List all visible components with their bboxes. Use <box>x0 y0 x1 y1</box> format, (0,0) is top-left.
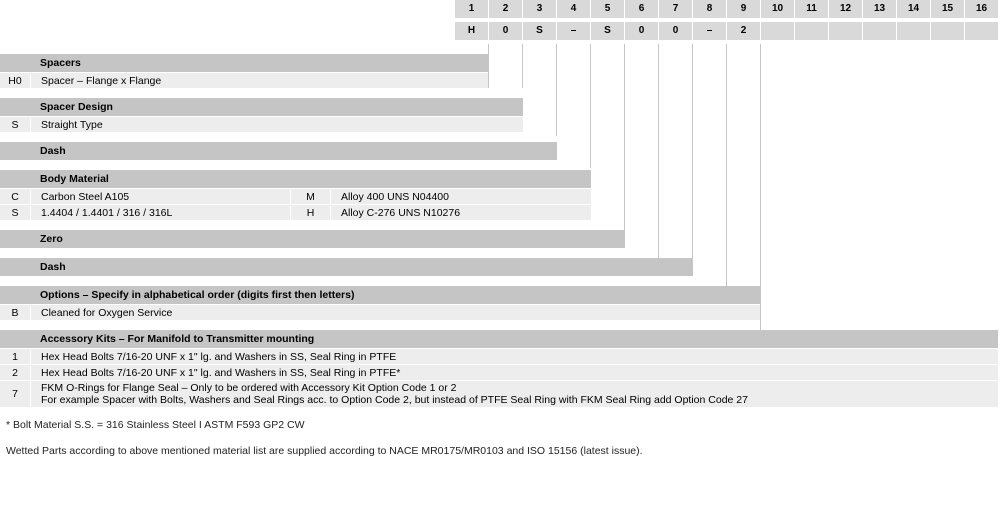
row-label: Hex Head Bolts 7/16-20 UNF x 1" lg. and … <box>30 366 998 380</box>
hdr-code-cell-4: – <box>557 22 591 40</box>
hdr-code-cell-9: 2 <box>727 22 761 40</box>
section-header: Accessory Kits – For Manifold to Transmi… <box>0 330 998 348</box>
hdr-num-cell-11: 11 <box>795 0 829 18</box>
table-row: 1Hex Head Bolts 7/16-20 UNF x 1" lg. and… <box>0 348 998 364</box>
hdr-code-cell-15 <box>931 22 965 40</box>
hdr-code-cell-6: 0 <box>625 22 659 40</box>
table-row: BCleaned for Oxygen Service <box>0 304 761 320</box>
row-label-2: Alloy C-276 UNS N10276 <box>330 206 591 220</box>
hdr-code-cell-2: 0 <box>489 22 523 40</box>
hdr-num-cell-13: 13 <box>863 0 897 18</box>
hdr-num-cell-7: 7 <box>659 0 693 18</box>
table-row: S1.4404 / 1.4401 / 316 / 316LHAlloy C-27… <box>0 204 591 220</box>
row-code: S <box>0 118 30 132</box>
sections-container: SpacersH0Spacer – Flange x FlangeSpacer … <box>0 54 1000 407</box>
section-header: Dash <box>0 142 557 160</box>
row-code-2: H <box>290 206 330 220</box>
row-code: 2 <box>0 366 30 380</box>
section-header: Options – Specify in alphabetical order … <box>0 286 761 304</box>
section-header: Zero <box>0 230 625 248</box>
hdr-code-cell-3: S <box>523 22 557 40</box>
hdr-code-cell-14 <box>897 22 931 40</box>
hdr-num-cell-2: 2 <box>489 0 523 18</box>
header-numbers-row: 12345678910111213141516 <box>0 0 1000 18</box>
table-row: 7FKM O-Rings for Flange Seal – Only to b… <box>0 380 998 407</box>
row-code: 7 <box>0 387 30 401</box>
row-label: Carbon Steel A105 <box>30 190 290 204</box>
footnotes: * Bolt Material S.S. = 316 Stainless Ste… <box>0 407 1000 457</box>
row-code: B <box>0 306 30 320</box>
hdr-code-cell-1: H <box>455 22 489 40</box>
hdr-num-cell-12: 12 <box>829 0 863 18</box>
section-header: Body Material <box>0 170 591 188</box>
hdr-code-cell-16 <box>965 22 999 40</box>
section-header: Spacers <box>0 54 489 72</box>
table-row: 2Hex Head Bolts 7/16-20 UNF x 1" lg. and… <box>0 364 998 380</box>
hdr-num-cell-6: 6 <box>625 0 659 18</box>
page-root: 12345678910111213141516 H0S–S00–2 Spacer… <box>0 0 1000 457</box>
hdr-num-cell-10: 10 <box>761 0 795 18</box>
hdr-code-cell-8: – <box>693 22 727 40</box>
hdr-code-cell-7: 0 <box>659 22 693 40</box>
row-label: Hex Head Bolts 7/16-20 UNF x 1" lg. and … <box>30 350 998 364</box>
hdr-code-cell-10 <box>761 22 795 40</box>
hdr-num-cell-9: 9 <box>727 0 761 18</box>
row-code-2: M <box>290 190 330 204</box>
footnote-wetted-parts: Wetted Parts according to above mentione… <box>6 445 1000 457</box>
row-label: FKM O-Rings for Flange Seal – Only to be… <box>30 381 998 407</box>
row-label-2: Alloy 400 UNS N04400 <box>330 190 591 204</box>
header-codes-row: H0S–S00–2 <box>0 22 1000 40</box>
table-row: SStraight Type <box>0 116 523 132</box>
row-code: C <box>0 190 30 204</box>
row-code: H0 <box>0 74 30 88</box>
hdr-num-cell-4: 4 <box>557 0 591 18</box>
row-code: 1 <box>0 350 30 364</box>
section-header: Dash <box>0 258 693 276</box>
hdr-num-cell-3: 3 <box>523 0 557 18</box>
table-row: CCarbon Steel A105MAlloy 400 UNS N04400 <box>0 188 591 204</box>
hdr-code-cell-13 <box>863 22 897 40</box>
hdr-num-cell-14: 14 <box>897 0 931 18</box>
row-label: Spacer – Flange x Flange <box>30 74 489 88</box>
section-header: Spacer Design <box>0 98 523 116</box>
row-label: 1.4404 / 1.4401 / 316 / 316L <box>30 206 290 220</box>
hdr-num-cell-5: 5 <box>591 0 625 18</box>
row-label: Straight Type <box>30 118 523 132</box>
hdr-num-cell-15: 15 <box>931 0 965 18</box>
table-row: H0Spacer – Flange x Flange <box>0 72 489 88</box>
hdr-num-cell-1: 1 <box>455 0 489 18</box>
row-code: S <box>0 206 30 220</box>
row-label: Cleaned for Oxygen Service <box>30 306 761 320</box>
hdr-code-cell-12 <box>829 22 863 40</box>
footnote-bolt-material: * Bolt Material S.S. = 316 Stainless Ste… <box>6 419 1000 431</box>
hdr-num-cell-16: 16 <box>965 0 999 18</box>
hdr-code-cell-5: S <box>591 22 625 40</box>
hdr-code-cell-11 <box>795 22 829 40</box>
hdr-num-cell-8: 8 <box>693 0 727 18</box>
